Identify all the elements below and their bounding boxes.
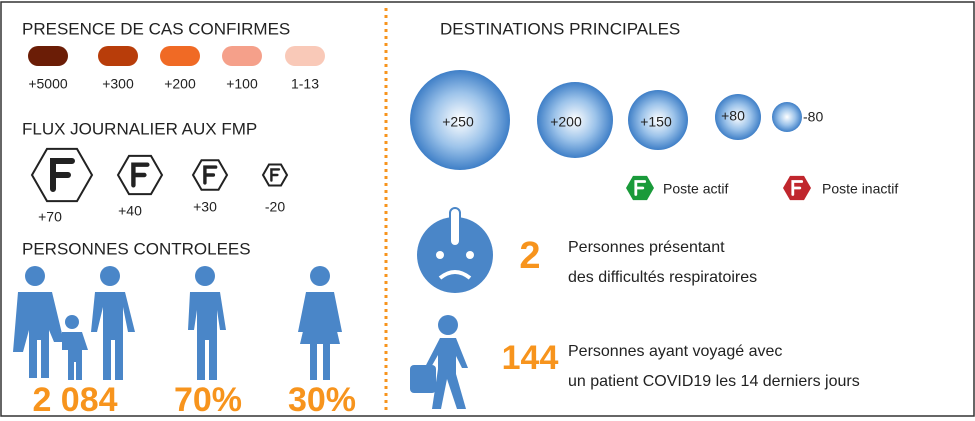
post-active: Poste actif — [663, 181, 728, 197]
infographic: PRESENCE DE CAS CONFIRMES +5000+300+200+… — [0, 0, 975, 421]
flux-label: +40 — [118, 203, 142, 219]
cases-swatches: +5000 +300 +200 +100 1-13 — [28, 46, 325, 92]
swatch — [28, 46, 68, 66]
swatch-label: +100 — [226, 76, 258, 92]
stat-line: des difficultés respiratoires — [568, 269, 757, 286]
swatch-label: 1-13 — [291, 76, 319, 92]
bubble-label: -80 — [803, 109, 823, 125]
swatch-label: +5000 — [28, 76, 68, 92]
persons-figure: 70% — [174, 381, 242, 419]
stat-line: un patient COVID19 les 14 derniers jours — [568, 373, 860, 390]
bubble-label: +80 — [721, 108, 745, 124]
bubble — [772, 102, 802, 132]
post-inactive: Poste inactif — [822, 181, 898, 197]
swatch — [98, 46, 138, 66]
swatch-label: +200 — [164, 76, 196, 92]
flux-label: +70 — [38, 209, 62, 225]
bubble-label: +200 — [550, 114, 582, 130]
traveler-icon — [410, 315, 468, 409]
flux-label: +30 — [193, 199, 217, 215]
flux-label: -20 — [265, 199, 285, 215]
bubble-label: +250 — [442, 114, 474, 130]
swatch — [160, 46, 200, 66]
frame — [1, 2, 974, 416]
swatch — [285, 46, 325, 66]
flux-icons — [32, 149, 287, 201]
bubble-label: +150 — [640, 114, 672, 130]
stat-line: Personnes ayant voyagé avec — [568, 343, 782, 360]
stat-number: 144 — [502, 339, 559, 377]
cases-title: PRESENCE DE CAS CONFIRMES — [22, 19, 290, 38]
flux-title: FLUX JOURNALIER AUX FMP — [22, 119, 257, 138]
swatch-label: +300 — [102, 76, 134, 92]
persons-figure: 2 084 — [32, 381, 117, 419]
swatch — [222, 46, 262, 66]
persons-title: PERSONNES CONTROLEES — [22, 239, 251, 258]
persons-figure: 30% — [288, 381, 356, 419]
people-icons — [13, 266, 342, 380]
stat-number: 2 — [519, 235, 540, 277]
stat-line: Personnes présentant — [568, 239, 725, 256]
destinations-title: DESTINATIONS PRINCIPALES — [440, 19, 680, 38]
face-icon — [417, 208, 493, 293]
